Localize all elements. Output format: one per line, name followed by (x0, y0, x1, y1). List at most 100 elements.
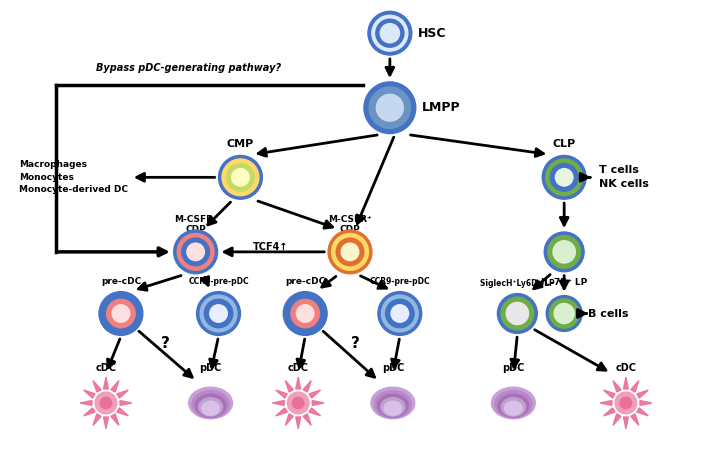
Polygon shape (272, 401, 284, 406)
Text: ?: ? (162, 336, 170, 351)
Text: CDP: CDP (340, 225, 360, 234)
Ellipse shape (491, 387, 535, 419)
Circle shape (372, 15, 408, 51)
Text: pre-cDC: pre-cDC (101, 277, 141, 286)
Polygon shape (117, 390, 128, 398)
Circle shape (200, 295, 237, 332)
Text: pDC: pDC (199, 363, 222, 373)
Text: LMPP: LMPP (422, 101, 460, 114)
Polygon shape (111, 414, 119, 426)
Circle shape (99, 292, 143, 335)
Text: cDC: cDC (615, 363, 637, 373)
Text: ?: ? (350, 336, 359, 351)
Polygon shape (104, 377, 108, 389)
Circle shape (336, 238, 364, 266)
Circle shape (103, 295, 140, 332)
Polygon shape (276, 390, 287, 398)
Ellipse shape (374, 391, 411, 418)
Ellipse shape (498, 394, 529, 417)
Ellipse shape (505, 401, 522, 415)
Text: T cells
NK cells: T cells NK cells (599, 165, 649, 189)
Text: SiglecH⁺Ly6D⁺ LP: SiglecH⁺Ly6D⁺ LP (480, 279, 554, 288)
Polygon shape (603, 408, 615, 416)
Polygon shape (603, 390, 615, 398)
Text: M-CSFR⁺: M-CSFR⁺ (328, 215, 372, 224)
Polygon shape (285, 414, 294, 426)
Circle shape (177, 233, 214, 270)
Circle shape (380, 24, 399, 43)
Polygon shape (296, 417, 301, 429)
Text: CMP: CMP (227, 140, 254, 150)
Text: TCF4↑: TCF4↑ (252, 242, 288, 252)
Circle shape (112, 305, 130, 322)
Ellipse shape (371, 387, 415, 419)
Ellipse shape (384, 401, 401, 415)
Polygon shape (637, 390, 648, 398)
Circle shape (328, 230, 372, 274)
Ellipse shape (501, 398, 525, 416)
Circle shape (554, 304, 574, 323)
Ellipse shape (189, 387, 233, 419)
Ellipse shape (202, 401, 219, 415)
Circle shape (187, 243, 204, 261)
Circle shape (545, 232, 584, 272)
Circle shape (222, 159, 259, 196)
Polygon shape (309, 390, 320, 398)
Circle shape (341, 243, 359, 261)
Circle shape (210, 305, 228, 322)
Polygon shape (631, 381, 639, 392)
Circle shape (196, 292, 240, 335)
Polygon shape (93, 414, 101, 426)
Ellipse shape (192, 391, 229, 418)
Text: HSC: HSC (418, 27, 446, 40)
Polygon shape (104, 417, 108, 429)
Circle shape (95, 392, 117, 414)
Circle shape (286, 295, 323, 332)
Circle shape (615, 392, 637, 414)
Circle shape (291, 299, 320, 328)
Circle shape (548, 236, 581, 268)
Circle shape (182, 238, 209, 266)
Text: CLP: CLP (552, 140, 576, 150)
Circle shape (501, 297, 534, 330)
Circle shape (553, 241, 575, 263)
Circle shape (364, 82, 415, 134)
Circle shape (287, 392, 309, 414)
Ellipse shape (195, 394, 226, 417)
Circle shape (550, 164, 578, 191)
Circle shape (542, 155, 586, 199)
Circle shape (546, 296, 582, 331)
Text: CCR9-pre-pDC: CCR9-pre-pDC (369, 277, 430, 286)
Polygon shape (285, 381, 294, 392)
Circle shape (227, 164, 255, 191)
Polygon shape (80, 401, 92, 406)
Circle shape (368, 12, 412, 55)
Circle shape (106, 299, 135, 328)
Polygon shape (631, 414, 639, 426)
Ellipse shape (199, 398, 223, 416)
Polygon shape (276, 408, 287, 416)
Polygon shape (93, 381, 101, 392)
Circle shape (506, 302, 528, 325)
Circle shape (378, 292, 422, 335)
Polygon shape (120, 401, 132, 406)
Polygon shape (613, 381, 621, 392)
Ellipse shape (377, 394, 408, 417)
Polygon shape (637, 408, 648, 416)
Ellipse shape (381, 398, 405, 416)
Circle shape (381, 295, 418, 332)
Circle shape (293, 397, 304, 409)
Text: cDC: cDC (96, 363, 116, 373)
Polygon shape (623, 377, 628, 389)
Circle shape (546, 159, 583, 196)
Circle shape (620, 397, 632, 409)
Text: pre-cDC: pre-cDC (285, 277, 325, 286)
Polygon shape (309, 408, 320, 416)
Polygon shape (303, 381, 311, 392)
Text: Macrophages
Monocytes
Monocyte-derived DC: Macrophages Monocytes Monocyte-derived D… (19, 160, 128, 195)
Ellipse shape (495, 391, 532, 418)
Circle shape (296, 305, 314, 322)
Polygon shape (84, 408, 95, 416)
Polygon shape (640, 401, 652, 406)
Polygon shape (111, 381, 119, 392)
